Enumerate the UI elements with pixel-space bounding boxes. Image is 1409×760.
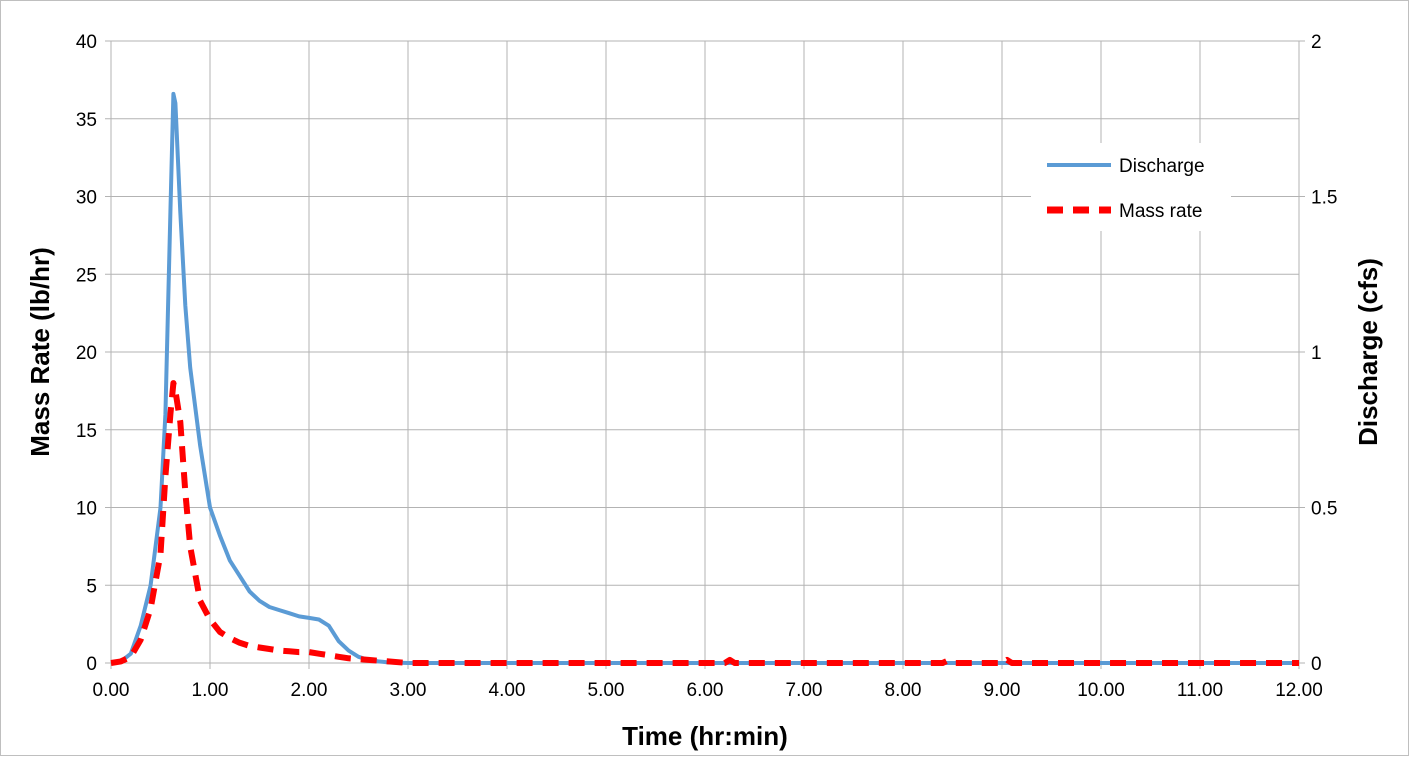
- x-tick-label: 3.00: [390, 680, 427, 701]
- x-tick-label: 11.00: [1177, 680, 1223, 701]
- series-line-discharge: [110, 91, 1299, 665]
- x-tick-label: 7.00: [786, 680, 823, 701]
- x-tick-label: 0.00: [93, 680, 130, 701]
- y-left-tick-label: 35: [76, 110, 97, 131]
- x-axis-title: Time (hr:min): [622, 721, 788, 751]
- series-lines: [110, 91, 1299, 666]
- y-right-tick-label: 0: [1311, 654, 1322, 675]
- y-axis-right-title: Discharge (cfs): [1353, 258, 1383, 446]
- x-tick-label: 12.00: [1275, 680, 1323, 701]
- y-right-tick-label: 2: [1311, 32, 1322, 53]
- y-left-tick-label: 5: [86, 576, 97, 597]
- legend-label-mass-rate: Mass rate: [1119, 201, 1202, 222]
- x-tick-label: 10.00: [1077, 680, 1125, 701]
- y-left-tick-label: 20: [76, 343, 97, 364]
- y-left-tick-label: 30: [76, 188, 97, 209]
- grid-lines: [105, 40, 1305, 669]
- y-right-tick-label: 1: [1311, 343, 1322, 364]
- y-left-tick-label: 15: [76, 421, 97, 442]
- x-tick-label: 8.00: [885, 680, 922, 701]
- x-tick-label: 9.00: [984, 680, 1021, 701]
- y-left-tick-label: 25: [76, 265, 97, 286]
- y-axis-left-title: Mass Rate (lb/hr): [25, 247, 55, 457]
- y-left-tick-label: 40: [76, 32, 97, 53]
- legend-background: [1031, 143, 1231, 231]
- x-tick-label: 5.00: [588, 680, 625, 701]
- legend: Discharge Mass rate: [1031, 143, 1231, 231]
- x-tick-label: 2.00: [291, 680, 328, 701]
- x-tick-label: 1.00: [192, 680, 229, 701]
- y-right-tick-label: 0.5: [1311, 499, 1337, 520]
- x-tick-label: 6.00: [687, 680, 724, 701]
- series-line-mass-rate: [110, 380, 1299, 666]
- x-tick-label: 4.00: [489, 680, 526, 701]
- y-left-tick-label: 10: [76, 499, 97, 520]
- y-left-tick-label: 0: [86, 654, 97, 675]
- tick-labels: 0.00 1.00 2.00 3.00 4.00 5.00 6.00 7.00 8.00 9.00…: [76, 32, 1338, 701]
- legend-label-discharge: Discharge: [1119, 156, 1205, 177]
- y-right-tick-label: 1.5: [1311, 188, 1337, 209]
